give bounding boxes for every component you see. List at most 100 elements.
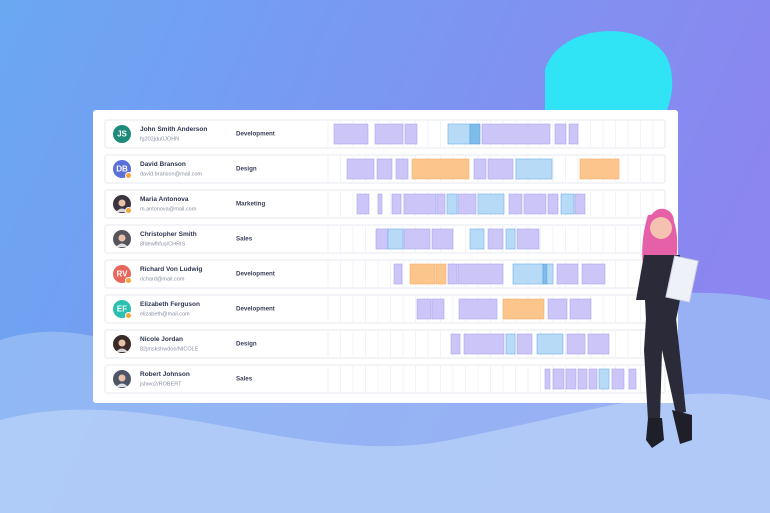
schedule-block bbox=[469, 123, 481, 145]
schedule-block bbox=[477, 193, 505, 215]
schedule-block bbox=[346, 158, 375, 180]
avatar-badge bbox=[125, 207, 132, 214]
schedule-block bbox=[577, 368, 588, 390]
schedule-block bbox=[446, 193, 458, 215]
employee-name: Robert Johnson bbox=[140, 371, 190, 378]
schedule-block bbox=[560, 193, 575, 215]
department: Sales bbox=[236, 376, 253, 383]
schedule-block bbox=[469, 228, 485, 250]
avatar-badge bbox=[125, 172, 132, 179]
schedule-block bbox=[431, 298, 445, 320]
avatar-initials: JS bbox=[117, 130, 127, 139]
person-figure bbox=[636, 208, 699, 448]
schedule-block bbox=[473, 158, 487, 180]
employee-name: David Branson bbox=[140, 161, 186, 168]
row bbox=[104, 364, 666, 394]
schedule-block bbox=[457, 263, 504, 285]
schedule-block bbox=[628, 368, 637, 390]
schedule-block bbox=[431, 228, 454, 250]
employee-name: Elizabeth Ferguson bbox=[140, 301, 200, 308]
avatar-face bbox=[118, 199, 126, 207]
avatar bbox=[113, 125, 131, 143]
schedule-block bbox=[436, 193, 446, 215]
schedule-block bbox=[393, 263, 403, 285]
schedule-block bbox=[579, 158, 620, 180]
department: Sales bbox=[236, 236, 253, 243]
employee-name: Christopher Smith bbox=[140, 231, 197, 238]
avatar-badge bbox=[125, 277, 132, 284]
schedule-block bbox=[569, 298, 592, 320]
avatar-badge bbox=[125, 312, 132, 319]
schedule-block bbox=[435, 263, 447, 285]
schedule-block bbox=[574, 193, 586, 215]
employee-username: david.branson@mail.com bbox=[140, 171, 203, 177]
avatar-body bbox=[116, 208, 128, 212]
schedule-block bbox=[458, 298, 498, 320]
schedule-block bbox=[376, 158, 393, 180]
department: Development bbox=[236, 271, 275, 278]
schedule-block bbox=[487, 228, 504, 250]
schedule-block bbox=[611, 368, 625, 390]
schedule-block bbox=[515, 158, 553, 180]
schedule-block bbox=[556, 263, 579, 285]
employee-name: Nicole Jordan bbox=[140, 336, 183, 343]
row bbox=[104, 259, 666, 289]
schedule-block bbox=[588, 368, 598, 390]
avatar-face bbox=[118, 374, 126, 382]
schedule-block bbox=[502, 298, 545, 320]
schedule-block bbox=[516, 228, 540, 250]
schedule-block bbox=[481, 123, 551, 145]
department: Development bbox=[236, 131, 275, 138]
employee-username: m.antonova@mail.com bbox=[140, 206, 197, 212]
schedule-block bbox=[487, 158, 514, 180]
schedule-block bbox=[508, 193, 523, 215]
schedule-block bbox=[391, 193, 402, 215]
schedule-block bbox=[375, 228, 389, 250]
schedule-block bbox=[565, 368, 577, 390]
schedule-block bbox=[374, 123, 404, 145]
schedule-block bbox=[516, 333, 533, 355]
schedule-block bbox=[356, 193, 370, 215]
employee-name: Maria Antonova bbox=[140, 196, 189, 203]
schedule-block bbox=[387, 228, 404, 250]
employee-name: John Smith Anderson bbox=[140, 126, 207, 133]
schedule-block bbox=[463, 333, 505, 355]
avatar-face bbox=[118, 234, 126, 242]
department: Marketing bbox=[236, 201, 265, 208]
avatar-initials: EF bbox=[117, 305, 127, 314]
department: Design bbox=[236, 341, 257, 348]
schedule-block bbox=[403, 193, 437, 215]
employee-name: Richard Von Ludwig bbox=[140, 266, 202, 273]
schedule-block bbox=[403, 228, 431, 250]
schedule-block bbox=[505, 333, 516, 355]
schedule-block bbox=[447, 263, 458, 285]
schedule-block bbox=[566, 333, 586, 355]
schedule-block bbox=[547, 298, 568, 320]
wave bbox=[0, 393, 770, 513]
schedule-block bbox=[546, 263, 554, 285]
avatar-body bbox=[116, 348, 128, 352]
schedule-block bbox=[404, 123, 418, 145]
employee-username: 82jmskshwdoo/NICOLE bbox=[140, 346, 199, 352]
schedule-block bbox=[544, 368, 551, 390]
employee-username: 8fdewfhfus/CHRIS bbox=[140, 241, 186, 247]
schedule-block bbox=[447, 123, 471, 145]
employee-username: richard@mail.com bbox=[140, 276, 185, 282]
schedule-block bbox=[554, 123, 567, 145]
schedule-block bbox=[450, 333, 461, 355]
schedule-block bbox=[333, 123, 369, 145]
avatar-initials: DB bbox=[116, 165, 128, 174]
schedule-block bbox=[377, 193, 383, 215]
schedule-block bbox=[536, 333, 564, 355]
department: Development bbox=[236, 306, 275, 313]
schedule-block bbox=[598, 368, 610, 390]
schedule-block bbox=[505, 228, 516, 250]
avatar-initials: RV bbox=[117, 270, 129, 279]
schedule-block bbox=[395, 158, 409, 180]
schedule-block bbox=[411, 158, 470, 180]
schedule-block bbox=[581, 263, 606, 285]
schedule-block bbox=[547, 193, 559, 215]
department: Design bbox=[236, 166, 257, 173]
schedule-block bbox=[409, 263, 436, 285]
